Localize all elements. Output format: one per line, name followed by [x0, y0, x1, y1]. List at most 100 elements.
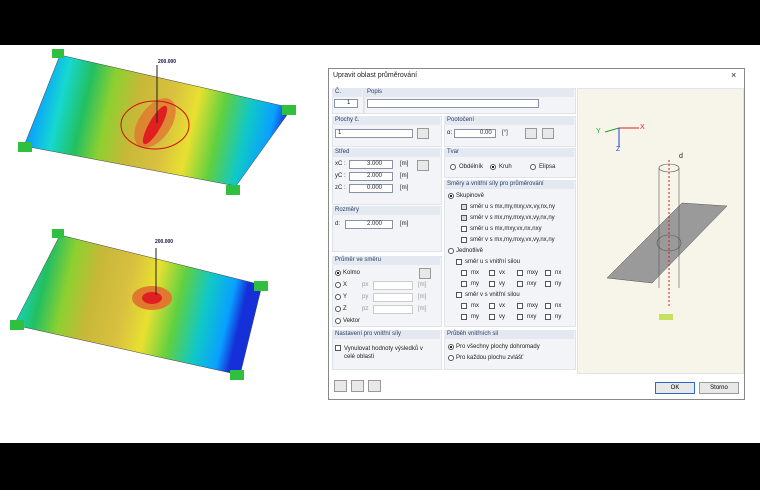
- radio[interactable]: [335, 318, 341, 324]
- label: my: [471, 314, 479, 320]
- checkbox[interactable]: [517, 303, 523, 309]
- input[interactable]: [335, 129, 413, 138]
- checkbox[interactable]: [489, 281, 495, 287]
- checkbox[interactable]: [461, 215, 467, 221]
- tool-button[interactable]: [334, 380, 347, 392]
- label: 3.000: [367, 161, 383, 167]
- label: [°]: [502, 130, 508, 136]
- checkbox[interactable]: [461, 270, 467, 276]
- button[interactable]: [417, 160, 429, 171]
- button[interactable]: [525, 128, 537, 139]
- checkbox[interactable]: [517, 281, 523, 287]
- label: my: [471, 281, 479, 287]
- label: d:: [335, 221, 341, 227]
- checkbox[interactable]: [489, 303, 495, 309]
- label: směr v s mx,my,mxy,vx,vy,nx,ny: [470, 215, 555, 221]
- checkbox[interactable]: [461, 237, 467, 243]
- radio[interactable]: [335, 306, 341, 312]
- checkbox[interactable]: [545, 314, 551, 320]
- label: [m]: [400, 185, 409, 191]
- input[interactable]: [349, 160, 393, 169]
- input[interactable]: [345, 220, 393, 229]
- support: [659, 314, 673, 320]
- label: směr u s vnitřní silou: [465, 259, 521, 265]
- label: ny: [555, 281, 562, 287]
- input[interactable]: [349, 184, 393, 193]
- label: [m]: [418, 282, 427, 288]
- checkbox[interactable]: [461, 204, 467, 210]
- label: 0.00: [480, 130, 492, 136]
- checkbox[interactable]: [545, 281, 551, 287]
- checkbox[interactable]: [456, 292, 462, 298]
- checkbox[interactable]: [461, 281, 467, 287]
- checkbox[interactable]: [489, 270, 495, 276]
- button: [419, 268, 431, 279]
- axis: [604, 127, 620, 133]
- panel-header: Střed: [332, 148, 440, 157]
- checkbox[interactable]: [461, 226, 467, 232]
- label: yC :: [335, 173, 346, 179]
- radio[interactable]: [448, 355, 454, 361]
- close-button[interactable]: ×: [731, 70, 737, 80]
- checkbox[interactable]: [517, 314, 523, 320]
- input[interactable]: [367, 99, 539, 108]
- label: 2.000: [367, 221, 383, 227]
- input: [373, 281, 413, 290]
- label: Obdélník: [459, 164, 484, 170]
- input[interactable]: [454, 129, 496, 138]
- area-circle: [120, 100, 190, 150]
- label: mx: [471, 270, 479, 276]
- label: vy: [499, 281, 505, 287]
- input: [334, 99, 358, 108]
- label: Vektor: [343, 318, 361, 324]
- panel-header: Plochy č.: [332, 116, 440, 125]
- checkbox[interactable]: [517, 270, 523, 276]
- radio[interactable]: [448, 248, 454, 254]
- checkbox[interactable]: [545, 270, 551, 276]
- panel-header: Směry a vnitřní síly pro průměrování: [444, 180, 574, 189]
- bottom-bar: [0, 443, 760, 490]
- label: ny: [555, 314, 562, 320]
- label: Z: [343, 306, 347, 312]
- supports: [10, 49, 296, 380]
- checkbox[interactable]: [456, 259, 462, 265]
- checkbox[interactable]: [461, 314, 467, 320]
- radio[interactable]: [490, 164, 496, 170]
- label: mxy: [527, 270, 538, 276]
- radio[interactable]: [448, 193, 454, 199]
- tool-button[interactable]: [351, 380, 364, 392]
- button[interactable]: Storno: [699, 382, 739, 394]
- cylinder: [656, 234, 682, 252]
- radio[interactable]: [335, 282, 341, 288]
- checkbox[interactable]: [335, 345, 341, 351]
- radio[interactable]: [530, 164, 536, 170]
- label: d: [679, 153, 683, 160]
- preview-drawing: [604, 127, 728, 320]
- plot-label: 200.000: [155, 239, 174, 245]
- label: nxy: [527, 314, 537, 320]
- cylinder: [658, 163, 680, 173]
- label: [m]: [400, 221, 409, 227]
- panel: [332, 256, 442, 327]
- checkbox[interactable]: [461, 303, 467, 309]
- label: nxy: [527, 281, 537, 287]
- radio[interactable]: [335, 270, 341, 276]
- checkbox[interactable]: [545, 303, 551, 309]
- button[interactable]: [542, 128, 554, 139]
- panel-header: Průběh vnitřních sil: [444, 330, 574, 339]
- checkbox[interactable]: [489, 314, 495, 320]
- plot-label: 200.000: [158, 59, 177, 65]
- button[interactable]: [417, 128, 429, 139]
- radio[interactable]: [448, 344, 454, 350]
- button[interactable]: OK: [655, 382, 695, 394]
- input[interactable]: [349, 172, 393, 181]
- label: mxy: [527, 303, 538, 309]
- label: pz: [362, 306, 369, 312]
- tool-button[interactable]: [368, 380, 381, 392]
- label: směr u s mx,my,mxy,vx,vy,nx,ny: [470, 204, 556, 210]
- label: směr v s mx,my,mxy,vx,vy,nx,ny: [470, 237, 555, 243]
- dialog-title: Upravit oblast průměrování: [333, 72, 418, 79]
- radio[interactable]: [450, 164, 456, 170]
- radio[interactable]: [335, 294, 341, 300]
